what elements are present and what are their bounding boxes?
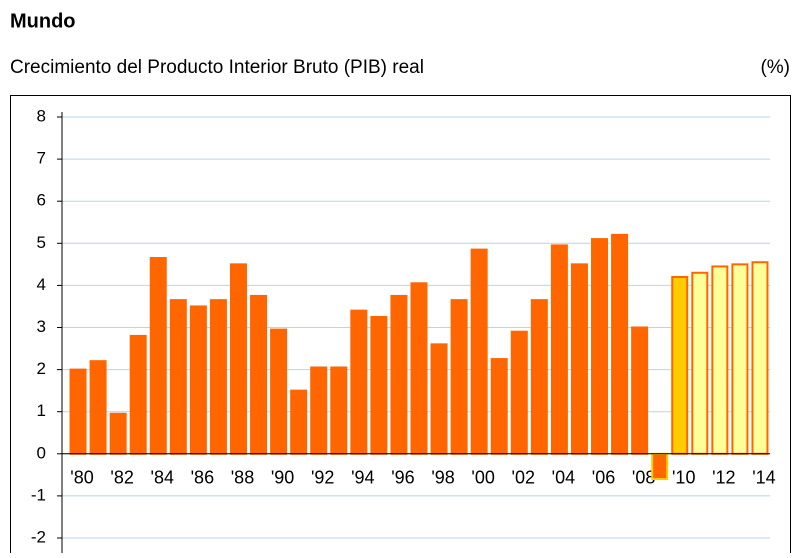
bar [470,248,488,455]
y-tick-label: 2 [37,359,46,378]
x-tick-label: '90 [271,468,294,488]
bar [711,265,729,455]
chart-title: Mundo [10,10,76,32]
bar [330,366,348,455]
x-tick-label: '88 [231,468,254,488]
x-tick-label: '10 [672,468,695,488]
y-tick-label: -1 [31,485,46,504]
bar [570,263,588,455]
x-tick-label: '86 [191,468,214,488]
x-tick-label: '02 [512,468,535,488]
bar [69,368,87,455]
bar [189,305,207,455]
bar [370,315,388,455]
bar [530,299,548,455]
bar [149,257,167,455]
y-tick-label: -2 [31,527,46,546]
x-tick-label: '14 [752,468,775,488]
x-tick-label: '12 [712,468,735,488]
bar [631,326,649,455]
bar [550,244,568,455]
unit-label: (%) [760,57,790,78]
bar [129,334,147,455]
bar [250,294,268,455]
bar [229,263,247,455]
x-tick-label: '94 [351,468,374,488]
bar [169,299,187,455]
y-tick-label: 6 [37,191,46,210]
y-tick-label: 7 [37,149,46,168]
bar [751,261,769,455]
y-tick-label: 4 [37,275,46,294]
bar [209,299,227,455]
bar [450,299,468,455]
bar [410,282,428,455]
x-tick-label: '04 [552,468,575,488]
bar [591,238,609,455]
x-tick-label: '08 [632,468,655,488]
chart-frame [10,95,791,558]
x-tick-label: '82 [110,468,133,488]
y-tick-label: 8 [37,106,46,125]
x-tick-label: '80 [70,468,93,488]
x-tick-label: '96 [391,468,414,488]
bar [430,343,448,455]
bar [490,358,508,455]
bar [390,294,408,455]
y-tick-label: 3 [37,317,46,336]
bar [691,271,709,455]
bar [109,412,127,455]
bar [510,330,528,455]
bar [290,389,308,455]
bar [350,309,368,455]
bar [731,263,749,455]
bar [671,275,689,455]
x-tick-label: '84 [151,468,174,488]
y-tick-label: 1 [37,401,46,420]
x-tick-label: '06 [592,468,615,488]
bar [270,328,288,455]
x-tick-label: '98 [431,468,454,488]
y-tick-label: 0 [37,443,46,462]
x-tick-label: '00 [471,468,494,488]
x-tick-label: '92 [311,468,334,488]
chart-subtitle: Crecimiento del Producto Interior Bruto … [10,57,424,78]
y-tick-label: 5 [37,233,46,252]
bar [89,360,107,455]
bar [310,366,328,455]
bar [611,233,629,455]
bar [651,452,669,481]
